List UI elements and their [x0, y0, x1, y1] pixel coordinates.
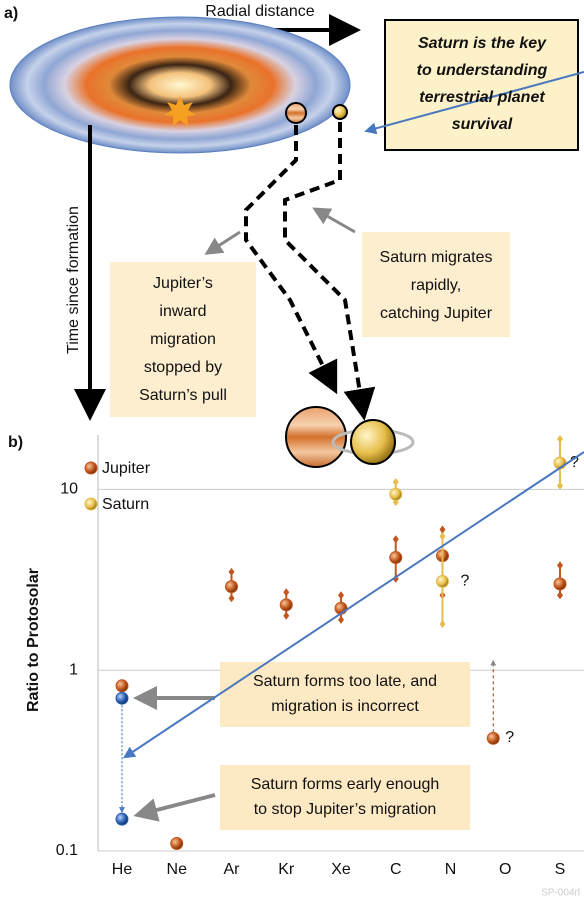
- error-cap: [439, 525, 446, 534]
- point: [115, 679, 129, 693]
- x-tick-label: N: [445, 861, 457, 878]
- legend-marker: [84, 497, 98, 511]
- y-axis-label: Time since formation: [65, 206, 82, 354]
- sun: [164, 96, 196, 126]
- error-cap: [283, 611, 290, 620]
- error-cap: [228, 594, 235, 603]
- saturn-note-box: [362, 232, 510, 337]
- note-box: [220, 765, 470, 830]
- error-cap: [338, 591, 344, 600]
- callout-text: Saturn is the key: [418, 35, 547, 52]
- legend-label: Jupiter: [102, 460, 151, 477]
- panel-label: b): [8, 434, 23, 451]
- jupiter-big: [285, 406, 347, 468]
- pointer: [204, 230, 241, 255]
- point: [486, 731, 500, 745]
- saturn-note: Saturn migrates: [380, 249, 493, 266]
- x-tick-label: He: [112, 861, 133, 878]
- callout-pointer: [364, 71, 584, 135]
- error-cap: [557, 561, 563, 570]
- error-cap: [392, 535, 399, 544]
- pointer: [312, 207, 356, 234]
- error-cap: [338, 615, 344, 624]
- jupiter-note: Jupiter’s: [153, 275, 213, 292]
- x-tick-label: Ne: [167, 861, 188, 878]
- x-tick-label: O: [499, 861, 511, 878]
- panel-b: b) Ratio to Protosolar SP-004rl: [8, 434, 580, 898]
- y-tick-label: 10: [60, 481, 78, 498]
- legend-marker: [84, 461, 98, 475]
- point: [436, 574, 449, 588]
- question-mark: ?: [505, 729, 514, 746]
- scenario-note: Saturn forms early enough: [251, 776, 440, 793]
- scenario-note: to stop Jupiter’s migration: [254, 801, 437, 818]
- question-mark: ?: [570, 454, 579, 471]
- saturn-big: [350, 419, 396, 465]
- jupiter-note: inward: [159, 303, 206, 320]
- legend-label: Saturn: [102, 496, 149, 513]
- pointer: [133, 793, 216, 822]
- callout-text: survival: [452, 116, 513, 133]
- scenario-point: [115, 691, 129, 705]
- point: [279, 598, 293, 612]
- scenario-point: [115, 812, 129, 826]
- y-axis-title: Ratio to Protosolar: [25, 568, 42, 712]
- jupiter-small: [285, 102, 307, 124]
- panel-a: a) Radial distance Time since formation: [4, 3, 584, 468]
- error-cap: [557, 481, 563, 490]
- point: [389, 551, 403, 565]
- jupiter-note: stopped by: [144, 359, 222, 376]
- point: [553, 577, 567, 591]
- error-cap: [283, 588, 290, 597]
- saturn-note: rapidly,: [411, 277, 461, 294]
- footer: SP-004rl: [541, 888, 580, 899]
- y-tick-label: 0.1: [56, 842, 78, 859]
- error-cap: [439, 532, 446, 541]
- jupiter-note: migration: [150, 331, 216, 348]
- point: [389, 487, 403, 501]
- saturn-track: [283, 122, 376, 421]
- scenario-note: Saturn forms too late, and: [253, 673, 437, 690]
- saturn-small: [332, 104, 348, 120]
- y-tick-label: 1: [69, 661, 78, 678]
- panel-label: a): [4, 5, 18, 22]
- error-cap: [557, 591, 563, 600]
- scenario-note: migration is incorrect: [271, 698, 419, 715]
- callout-text: to understanding: [417, 62, 548, 79]
- note-box: [220, 662, 470, 727]
- error-cap: [557, 435, 563, 444]
- x-tick-label: C: [390, 861, 402, 878]
- error-cap: [439, 620, 446, 629]
- error-cap: [392, 477, 399, 486]
- callout-text: terrestrial planet: [419, 89, 545, 106]
- point: [170, 837, 184, 851]
- jupiter-note: Saturn’s pull: [139, 387, 227, 404]
- point: [225, 580, 238, 594]
- saturn-note: catching Jupiter: [380, 305, 493, 322]
- question-mark: ?: [461, 573, 470, 590]
- x-tick-label: S: [555, 861, 566, 878]
- x-tick-label: Kr: [278, 861, 295, 878]
- jupiter-note-box: [110, 262, 256, 417]
- x-tick-label: Ar: [224, 861, 241, 878]
- x-axis-label: Radial distance: [205, 3, 315, 20]
- callout-pointer: [123, 451, 584, 759]
- jupiter-track: [244, 125, 338, 395]
- x-tick-label: Xe: [331, 861, 351, 878]
- error-cap: [228, 567, 235, 576]
- disk: [9, 16, 351, 154]
- callout-box: [384, 19, 579, 151]
